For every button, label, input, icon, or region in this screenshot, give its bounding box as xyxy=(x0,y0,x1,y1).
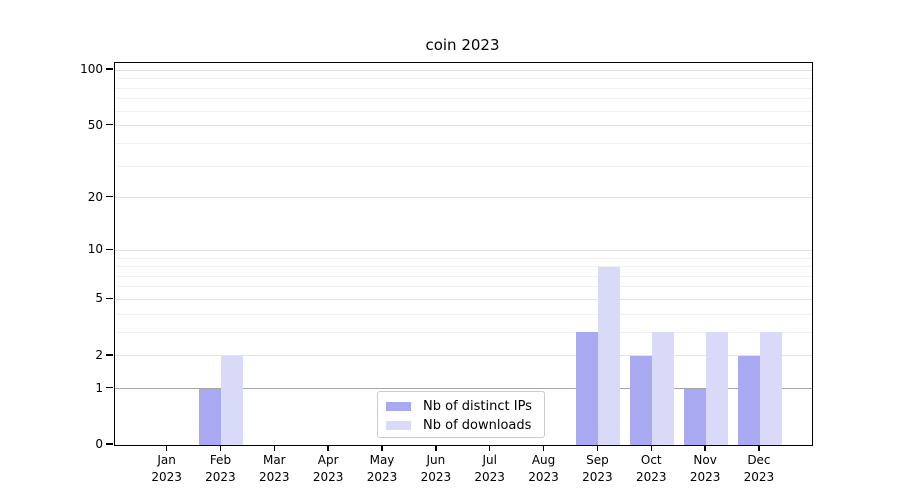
x-tick-label: Jun 2023 xyxy=(420,453,452,484)
gridline-minor xyxy=(115,331,812,333)
bar-downloads xyxy=(759,332,782,445)
x-tick-mark xyxy=(165,445,168,451)
bar-downloads xyxy=(221,355,244,445)
x-tick-mark xyxy=(327,445,329,451)
y-tick-mark xyxy=(106,386,113,389)
plot-area xyxy=(114,62,813,446)
x-tick-label: Sep 2023 xyxy=(582,453,613,484)
gridline-minor xyxy=(115,87,812,89)
bar-downloads xyxy=(598,266,621,445)
x-tick-label: Feb 2023 xyxy=(205,453,236,484)
y-tick-label: 10 xyxy=(87,242,103,257)
gridline-minor xyxy=(115,142,812,144)
x-tick-mark xyxy=(488,445,491,451)
x-tick-mark xyxy=(273,445,276,451)
y-tick-mark xyxy=(106,248,113,250)
y-tick-mark xyxy=(106,68,113,70)
bar-distinct-ips xyxy=(576,332,599,445)
y-tick-label: 5 xyxy=(95,291,103,306)
x-tick-label: Apr 2023 xyxy=(312,453,344,484)
x-tick-mark xyxy=(704,445,706,451)
bar-distinct-ips xyxy=(684,388,707,445)
y-tick-mark xyxy=(106,297,113,300)
x-tick-label: Nov 2023 xyxy=(689,453,721,484)
y-tick-label: 2 xyxy=(95,347,103,362)
gridline-minor xyxy=(115,110,812,112)
gridline-minor xyxy=(115,165,812,167)
gridline-minor xyxy=(115,257,812,259)
gridline-minor xyxy=(115,313,812,315)
x-tick-mark xyxy=(219,445,222,451)
legend-entry-distinct-ips: Nb of distinct IPs xyxy=(386,397,536,416)
bar-downloads xyxy=(652,332,675,445)
x-tick-label: Mar 2023 xyxy=(259,453,290,484)
x-tick-mark xyxy=(542,445,545,451)
legend-label-distinct-ips: Nb of distinct IPs xyxy=(423,399,532,414)
y-tick-label: 20 xyxy=(87,189,103,204)
x-tick-mark xyxy=(381,445,383,451)
gridline-major xyxy=(115,355,812,357)
x-tick-label: Oct 2023 xyxy=(635,453,667,484)
y-tick-label: 0 xyxy=(95,437,103,451)
legend-swatch-downloads xyxy=(386,421,411,430)
gridline-major xyxy=(115,298,812,300)
gridline-minor xyxy=(115,286,812,288)
chart-title: coin 2023 xyxy=(425,36,500,54)
bar-downloads xyxy=(706,332,729,445)
x-tick-label: Aug 2023 xyxy=(528,453,559,484)
bar-distinct-ips xyxy=(737,355,760,445)
gridline-major xyxy=(115,197,812,199)
gridline-minor xyxy=(115,78,812,80)
gridline-minor xyxy=(115,275,812,277)
gridline-major xyxy=(115,69,812,71)
x-tick-label: Dec 2023 xyxy=(743,453,775,484)
x-tick-label: Jul 2023 xyxy=(474,453,505,484)
gridline-major xyxy=(115,125,812,127)
y-tick-label: 1 xyxy=(95,380,103,395)
gridline-minor xyxy=(115,266,812,268)
x-tick-mark xyxy=(435,445,437,451)
gridline-major xyxy=(115,388,812,390)
y-tick-mark xyxy=(106,123,113,126)
legend: Nb of distinct IPs Nb of downloads xyxy=(377,391,545,438)
y-tick-mark xyxy=(106,443,113,445)
gridline-major xyxy=(115,249,812,251)
x-tick-mark xyxy=(596,445,599,451)
bar-distinct-ips xyxy=(199,388,222,445)
y-tick-label: 100 xyxy=(80,62,103,77)
y-tick-mark xyxy=(106,195,113,198)
x-tick-mark xyxy=(650,445,652,451)
x-tick-label: Jan 2023 xyxy=(151,453,182,484)
x-tick-label: May 2023 xyxy=(366,453,398,484)
gridline-minor xyxy=(115,98,812,100)
legend-swatch-distinct-ips xyxy=(386,402,411,411)
y-tick-mark xyxy=(106,354,113,356)
legend-entry-downloads: Nb of downloads xyxy=(386,416,536,435)
legend-label-downloads: Nb of downloads xyxy=(423,418,532,433)
bar-distinct-ips xyxy=(630,355,653,445)
y-tick-label: 50 xyxy=(87,117,103,132)
x-tick-mark xyxy=(758,445,760,451)
